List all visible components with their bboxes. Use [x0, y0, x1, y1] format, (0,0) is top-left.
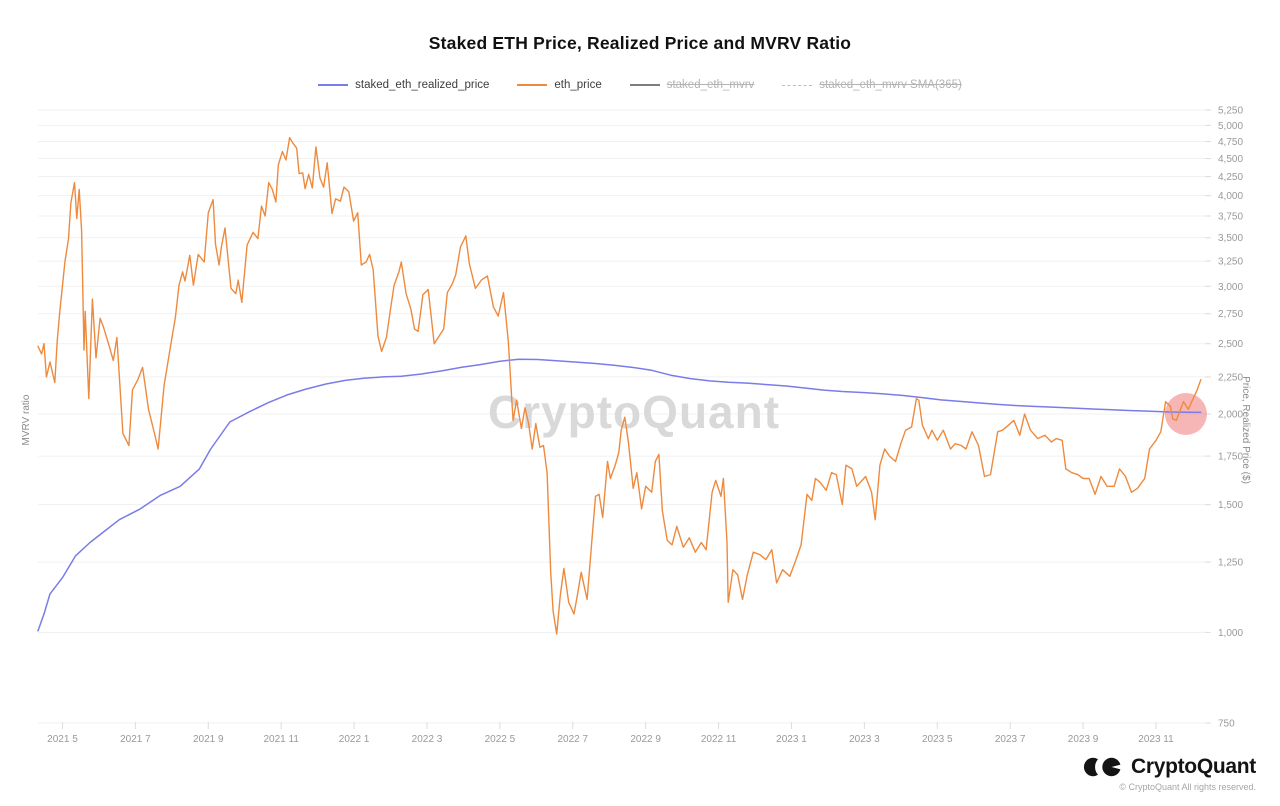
legend-line-swatch [629, 84, 660, 86]
chart-title: Staked ETH Price, Realized Price and MVR… [428, 33, 852, 53]
y-tick-label: 2,500 [1218, 339, 1243, 350]
legend-item-staked-eth-realized-price[interactable]: staked_eth_realized_price [318, 79, 489, 91]
legend-item-eth-price[interactable]: eth_price [517, 79, 602, 91]
x-tick-label: 2021 11 [263, 734, 299, 745]
y-tick-label: 4,000 [1218, 191, 1243, 202]
y-tick-label: 3,750 [1218, 211, 1243, 222]
y-tick-label: 5,000 [1218, 121, 1243, 132]
y-tick-label: 1,000 [1218, 628, 1243, 639]
y-tick-label: 3,250 [1218, 257, 1243, 268]
left-axis-title: MVRV ratio [21, 394, 32, 446]
copyright-text: © CryptoQuant All rights reserved. [1119, 782, 1256, 792]
brand-name: CryptoQuant [1130, 755, 1256, 778]
cryptoquant-branding: CryptoQuant © CryptoQuant All rights res… [1083, 755, 1256, 792]
x-tick-label: 2023 3 [849, 734, 880, 745]
legend-item-staked-eth-mvrv[interactable]: staked_eth_mvrv [629, 79, 755, 91]
x-tick-label: 2021 7 [120, 734, 151, 745]
x-tick-label: 2023 5 [922, 734, 953, 745]
x-tick-label: 2023 11 [1138, 734, 1174, 745]
series-line-eth_price [37, 136, 1202, 635]
y-tick-label: 2,000 [1218, 410, 1243, 421]
y-tick-label: 3,500 [1218, 233, 1243, 244]
legend-item-staked-eth-mvrv-sma365[interactable]: staked_eth_mvrv SMA(365) [782, 79, 962, 91]
legend-label: staked_eth_realized_price [355, 79, 490, 91]
x-tick-label: 2022 9 [630, 734, 661, 745]
x-tick-label: 2023 1 [776, 734, 807, 745]
legend-line-swatch [782, 84, 813, 86]
y-tick-label: 5,250 [1218, 106, 1243, 117]
y-tick-label: 2,250 [1218, 372, 1243, 383]
highlight-circle [1164, 393, 1207, 436]
y-tick-label: 4,750 [1218, 137, 1243, 148]
legend-line-swatch [318, 84, 349, 86]
y-tick-label: 2,750 [1218, 309, 1243, 320]
y-tick-label: 1,500 [1218, 500, 1243, 511]
legend-label: staked_eth_mvrv SMA(365) [819, 79, 962, 91]
y-tick-label: 1,750 [1218, 452, 1243, 463]
y-tick-label: 750 [1218, 719, 1235, 730]
x-tick-label: 2023 7 [995, 734, 1026, 745]
watermark-text: CryptoQuant [488, 386, 780, 438]
y-tick-label: 4,250 [1218, 172, 1243, 183]
x-tick-label: 2021 9 [193, 734, 224, 745]
x-tick-label: 2022 5 [485, 734, 516, 745]
legend-label: staked_eth_mvrv [666, 79, 755, 91]
y-tick-label: 3,000 [1218, 282, 1243, 293]
x-tick-label: 2022 7 [557, 734, 588, 745]
legend-line-swatch [517, 84, 548, 86]
cryptoquant-logo-icon [1083, 757, 1122, 777]
right-axis-title: Price, Realized Price ($) [1240, 376, 1251, 484]
series-line-staked_eth_realized_price [37, 358, 1202, 632]
x-tick-label: 2022 1 [339, 734, 370, 745]
x-tick-label: 2021 5 [47, 734, 78, 745]
x-tick-label: 2022 11 [701, 734, 737, 745]
legend: staked_eth_realized_price eth_price stak… [0, 79, 1280, 91]
legend-label: eth_price [554, 79, 602, 91]
y-tick-label: 4,500 [1218, 154, 1243, 165]
y-tick-label: 1,250 [1218, 558, 1243, 569]
x-tick-label: 2022 3 [412, 734, 443, 745]
x-tick-label: 2023 9 [1068, 734, 1099, 745]
